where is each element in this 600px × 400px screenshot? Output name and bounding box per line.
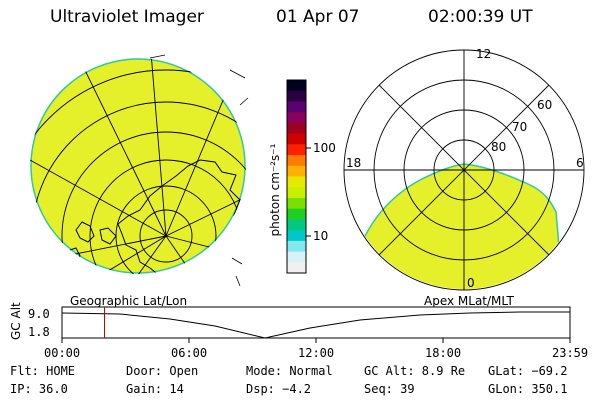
orbit-plot-frame	[61, 306, 571, 339]
mlat-label-60: 60	[537, 98, 553, 112]
mlt-label-18: 18	[346, 156, 362, 170]
magnetic-caption: Apex MLat/MLT	[424, 294, 514, 308]
geographic-caption: Geographic Lat/Lon	[70, 294, 188, 308]
info-mode: Mode: Normal	[246, 364, 333, 378]
info-flight: Flt: HOME	[10, 364, 76, 378]
colorbar-cell	[287, 80, 306, 92]
colorbar-cell	[287, 230, 306, 242]
colorbar-tick-label-10: 10	[313, 229, 329, 243]
info-glon: GLon: 350.1	[488, 382, 568, 396]
colorbar-cell	[287, 101, 306, 113]
info-glat: GLat: −69.2	[488, 364, 568, 378]
geographic-image-disc	[30, 58, 246, 274]
colorbar-cell	[287, 251, 306, 263]
info-door: Door: Open	[126, 364, 199, 378]
colorbar-tick-label-100: 100	[313, 141, 336, 155]
orbit-xtick-1: 06:00	[171, 346, 208, 360]
mlat-label-80: 80	[491, 140, 507, 154]
orbit-xtick-4: 23:59	[552, 346, 589, 360]
info-ip: IP: 36.0	[10, 382, 68, 396]
info-seq: Seq: 39	[364, 382, 415, 396]
info-dsp: Dsp: −4.2	[246, 382, 312, 396]
mlt-label-0: 0	[467, 276, 475, 290]
info-gain: Gain: 14	[126, 382, 184, 396]
mlat-label-70: 70	[512, 120, 528, 134]
colorbar-cell	[287, 208, 306, 220]
app-title: Ultraviolet Imager	[50, 7, 204, 27]
colorbar-cell	[287, 187, 306, 199]
colorbar-cell	[287, 122, 306, 135]
orbit-xtick-3: 18:00	[425, 346, 462, 360]
colorbar-cell	[287, 155, 306, 167]
orbit-xtick-0: 00:00	[44, 346, 81, 360]
colorbar-cell	[287, 90, 306, 102]
info-gc-alt: GC Alt: 8.9 Re	[364, 364, 466, 378]
colorbar-cell	[287, 144, 306, 156]
colorbar-cell	[287, 176, 306, 188]
orbit-altitude-curve	[61, 311, 570, 339]
colorbar-cell	[287, 112, 306, 124]
date-label: 01 Apr 07	[276, 7, 360, 27]
mlt-label-6: 6	[576, 156, 584, 170]
orbit-ylabel: GC Alt	[9, 302, 23, 340]
orbit-ytick-bottom: 1.8	[28, 325, 50, 339]
mlt-label-12: 12	[476, 47, 492, 61]
colorbar-cell	[287, 165, 306, 177]
colorbar-cell	[287, 197, 306, 210]
colorbar-cell	[287, 133, 306, 145]
orbit-ytick-top: 9.0	[28, 307, 50, 321]
colorbar-cell	[287, 219, 306, 231]
magnetic-grid	[343, 49, 585, 291]
colorbar-cell	[287, 240, 306, 253]
time-label: 02:00:39 UT	[428, 7, 533, 27]
colorbar-cell	[287, 262, 306, 274]
orbit-xtick-2: 12:00	[298, 346, 335, 360]
